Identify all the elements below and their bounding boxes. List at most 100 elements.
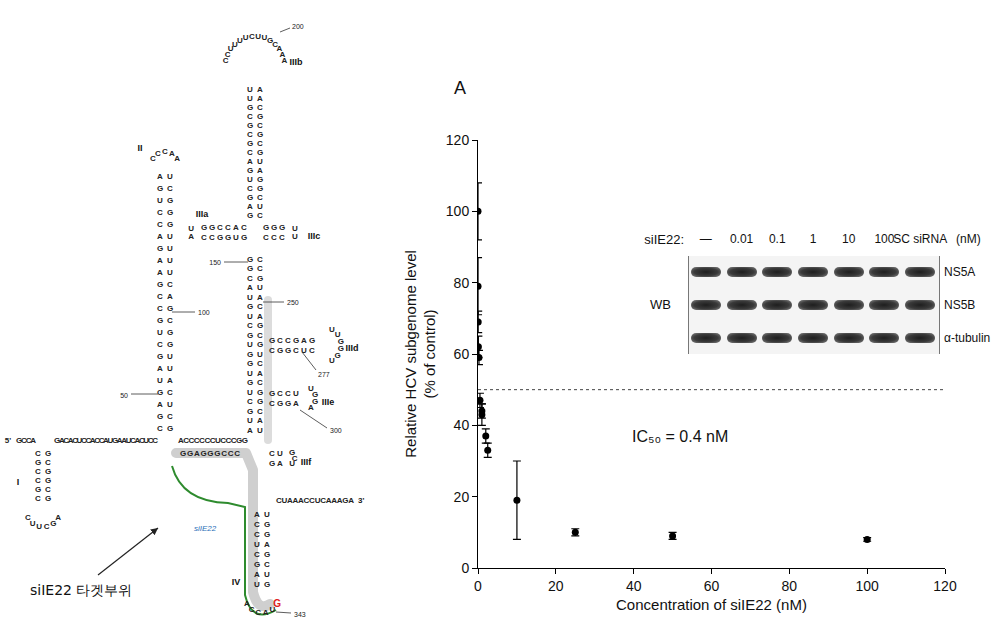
svg-text:G: G: [257, 112, 263, 121]
svg-text:G: G: [167, 424, 173, 433]
svg-text:G: G: [247, 193, 253, 202]
svg-text:C: C: [217, 223, 223, 232]
svg-text:C: C: [263, 233, 269, 242]
svg-text:U: U: [257, 202, 263, 211]
svg-text:G: G: [257, 175, 263, 184]
svg-text:IIIc: IIIc: [308, 231, 321, 241]
svg-text:U: U: [257, 426, 263, 435]
svg-text:C: C: [254, 520, 260, 529]
svg-text:G: G: [247, 264, 253, 273]
svg-text:G: G: [45, 494, 51, 503]
svg-text:C: C: [157, 304, 163, 313]
svg-text:U: U: [243, 33, 249, 42]
svg-text:G: G: [279, 223, 285, 232]
svg-text:80: 80: [454, 275, 470, 291]
svg-text:U: U: [247, 175, 253, 184]
svg-text:siIE22: siIE22: [194, 524, 217, 533]
svg-text:U: U: [329, 356, 335, 365]
svg-text:II: II: [137, 143, 142, 153]
svg-text:U: U: [293, 389, 299, 398]
svg-text:U: U: [247, 369, 253, 378]
svg-text:50: 50: [120, 392, 128, 399]
svg-text:A: A: [281, 56, 287, 65]
svg-text:G: G: [157, 184, 163, 193]
svg-text:U: U: [247, 293, 253, 302]
svg-text:G: G: [247, 121, 253, 130]
svg-text:G: G: [269, 459, 275, 468]
svg-text:G: G: [264, 550, 270, 559]
svg-text:G: G: [167, 328, 173, 337]
svg-text:IIIe: IIIe: [322, 397, 335, 407]
svg-text:U: U: [36, 522, 42, 531]
svg-text:G: G: [157, 316, 163, 325]
svg-text:C: C: [45, 458, 51, 467]
svg-text:60: 60: [704, 578, 720, 594]
svg-text:C: C: [247, 397, 253, 406]
svg-text:C: C: [157, 208, 163, 217]
svg-text:U: U: [167, 232, 173, 241]
svg-text:C: C: [255, 608, 261, 617]
svg-text:C: C: [167, 412, 173, 421]
svg-text:U: U: [167, 400, 173, 409]
svg-text:GGAGGGCCC: GGAGGGCCC: [180, 449, 240, 458]
svg-text:0: 0: [474, 578, 482, 594]
svg-text:G: G: [157, 412, 163, 421]
svg-text:A: A: [257, 369, 263, 378]
svg-text:A: A: [157, 232, 163, 241]
svg-text:A: A: [257, 293, 263, 302]
svg-text:C: C: [45, 485, 51, 494]
svg-text:G: G: [264, 520, 270, 529]
svg-text:0: 0: [461, 560, 469, 576]
svg-text:G: G: [257, 274, 263, 283]
svg-text:C: C: [257, 264, 263, 273]
svg-text:G: G: [35, 458, 41, 467]
svg-text:U: U: [247, 85, 253, 94]
svg-text:U: U: [167, 364, 173, 373]
svg-text:G: G: [167, 304, 173, 313]
svg-text:U: U: [157, 376, 163, 385]
svg-text:40: 40: [454, 417, 470, 433]
svg-text:G: G: [257, 397, 263, 406]
svg-text:343: 343: [294, 611, 306, 618]
svg-text:G: G: [277, 399, 283, 408]
svg-text:C: C: [157, 340, 163, 349]
svg-text:G: G: [257, 340, 263, 349]
svg-text:C: C: [254, 530, 260, 539]
svg-text:C: C: [277, 389, 283, 398]
svg-text:C: C: [247, 130, 253, 139]
svg-text:A: A: [254, 510, 260, 519]
svg-text:C: C: [35, 494, 41, 503]
svg-text:C: C: [277, 336, 283, 345]
svg-text:A: A: [157, 172, 163, 181]
svg-text:A: A: [277, 459, 283, 468]
svg-text:G: G: [257, 148, 263, 157]
svg-text:IIIa: IIIa: [196, 209, 210, 219]
svg-text:C: C: [162, 147, 168, 156]
svg-text:C: C: [257, 378, 263, 387]
svg-text:100: 100: [855, 578, 879, 594]
svg-text:G: G: [201, 223, 207, 232]
svg-text:C: C: [157, 424, 163, 433]
svg-text:U: U: [254, 580, 260, 589]
svg-text:G: G: [247, 139, 253, 148]
svg-text:G: G: [285, 346, 291, 355]
svg-text:120: 120: [933, 578, 957, 594]
svg-text:C: C: [269, 346, 275, 355]
svg-text:A: A: [157, 400, 163, 409]
svg-text:C: C: [269, 449, 275, 458]
svg-text:A: A: [247, 426, 253, 435]
svg-text:5': 5': [5, 436, 11, 445]
svg-text:U: U: [289, 459, 295, 468]
svg-text:C: C: [249, 32, 255, 41]
svg-text:U: U: [254, 540, 260, 549]
svg-text:A: A: [454, 78, 466, 98]
svg-text:G: G: [257, 321, 263, 330]
svg-text:C: C: [209, 233, 215, 242]
svg-text:U: U: [167, 172, 173, 181]
svg-text:U: U: [167, 256, 173, 265]
svg-text:A: A: [247, 157, 253, 166]
svg-text:A: A: [174, 154, 180, 163]
svg-text:G: G: [269, 389, 275, 398]
svg-text:A: A: [157, 256, 163, 265]
svg-text:C: C: [257, 407, 263, 416]
